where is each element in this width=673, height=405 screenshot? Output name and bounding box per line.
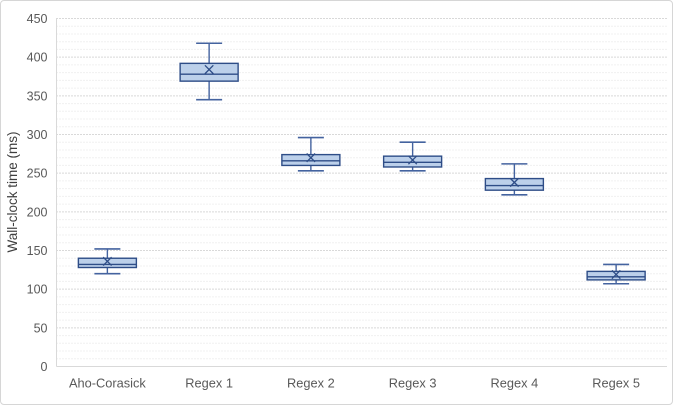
y-tick-label: 350	[27, 89, 48, 103]
y-tick-label: 100	[27, 283, 48, 297]
y-tick-label: 250	[27, 167, 48, 181]
box-series	[77, 42, 646, 285]
box-regex-1	[179, 42, 239, 101]
y-tick-label: 400	[27, 51, 48, 65]
x-category-label: Regex 3	[389, 376, 437, 391]
axis-tick-labels: 0 50 100 150 200 250 300 350 400 450 Aho-Corasick R…	[27, 12, 640, 391]
y-axis-title: Wall-clock time (ms)	[5, 132, 20, 253]
x-category-label: Regex 5	[592, 376, 640, 391]
y-tick-label: 450	[27, 12, 48, 26]
box-aho-corasick	[77, 248, 138, 275]
mean-x-marker	[611, 269, 621, 280]
iqr-box	[382, 155, 443, 168]
x-category-label: Regex 1	[185, 376, 233, 391]
gridlines	[56, 18, 667, 360]
y-tick-label: 0	[41, 360, 48, 374]
iqr-box	[179, 62, 239, 82]
mean-x-marker	[509, 177, 520, 188]
y-tick-label: 150	[27, 244, 48, 258]
box-regex-3	[382, 141, 443, 172]
mean-x-marker	[306, 153, 316, 163]
y-tick-label: 50	[34, 321, 48, 335]
x-category-label: Regex 2	[287, 376, 335, 391]
mean-x-marker	[102, 256, 113, 266]
mean-x-marker	[407, 155, 418, 165]
y-tick-label: 200	[27, 205, 48, 219]
box-regex-5	[586, 263, 646, 285]
iqr-box	[484, 177, 545, 191]
x-category-label: Regex 4	[491, 376, 539, 391]
y-tick-label: 300	[27, 128, 48, 142]
x-category-label: Aho-Corasick	[69, 376, 146, 391]
box-regex-4	[484, 163, 545, 196]
mean-x-marker	[204, 64, 214, 75]
iqr-box	[281, 153, 341, 167]
box-regex-2	[281, 136, 341, 172]
iqr-box	[77, 257, 138, 269]
iqr-box	[586, 270, 646, 281]
axes	[56, 18, 667, 367]
